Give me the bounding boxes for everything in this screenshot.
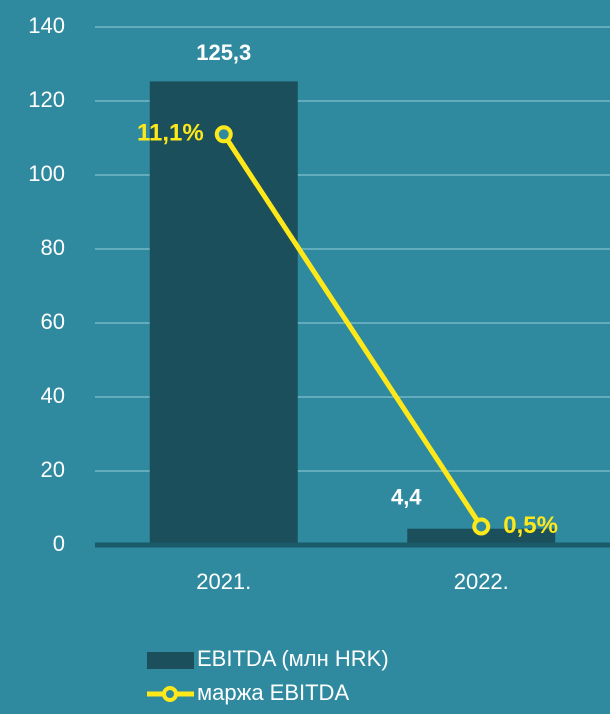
line-value-label: 0,5%	[503, 512, 558, 539]
bar	[407, 528, 556, 545]
line-value-label: 11,1%	[137, 120, 204, 147]
y-tick-label: 60	[41, 309, 65, 334]
x-tick-label: 2022.	[454, 569, 509, 594]
legend-marker	[162, 686, 178, 702]
y-tick-label: 0	[53, 531, 65, 556]
line	[221, 132, 484, 528]
legend-swatch	[147, 652, 194, 669]
y-tick-label: 100	[28, 161, 65, 186]
line-marker	[472, 517, 491, 536]
y-tick-label: 120	[28, 87, 65, 112]
bar	[149, 81, 298, 545]
y-tick-label: 20	[41, 457, 65, 482]
y-tick-label: 80	[41, 235, 65, 260]
bar-value-label: 4,4	[391, 485, 422, 510]
legend-label: EBITDA (млн HRK)	[197, 646, 389, 671]
line-marker	[214, 125, 233, 144]
bar-value-label: 125,3	[196, 40, 251, 65]
legend-label: маржа EBITDA	[197, 680, 349, 705]
y-tick-label: 40	[41, 383, 65, 408]
x-tick-label: 2021.	[196, 569, 251, 594]
y-tick-label: 140	[28, 13, 65, 38]
